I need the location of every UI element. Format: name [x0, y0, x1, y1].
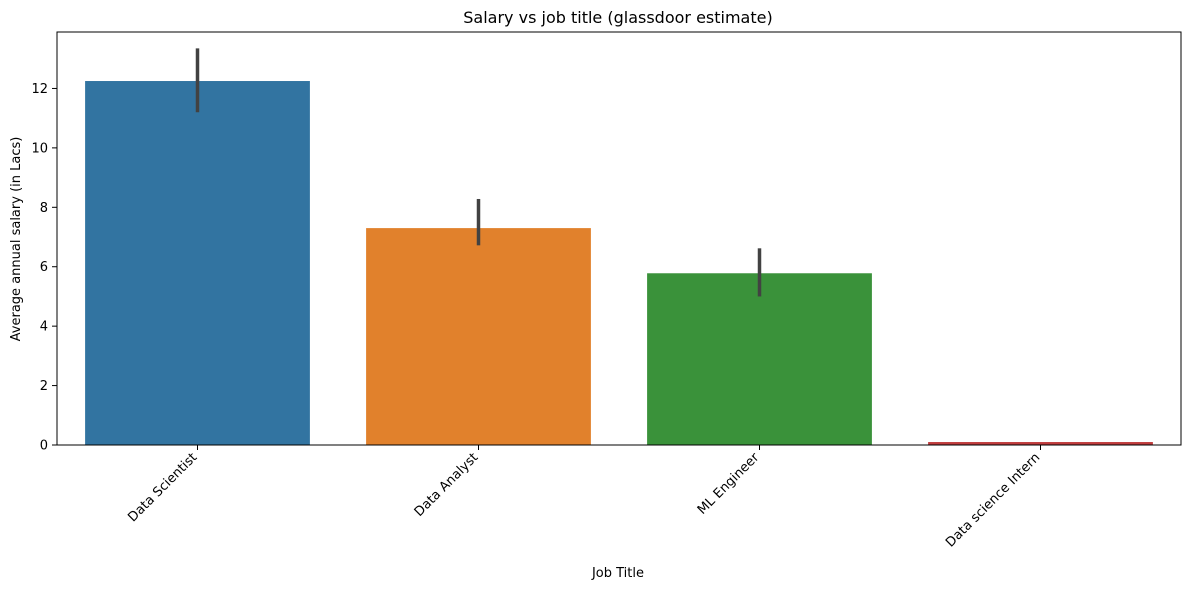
y-tick-label: 10: [31, 141, 48, 156]
axes-frame: [56, 31, 1182, 446]
x-axis-label: Job Title: [591, 566, 644, 581]
bar-ml-engineer: [647, 273, 872, 445]
y-tick-label: 8: [40, 201, 48, 216]
y-tick-label: 12: [31, 82, 48, 97]
y-axis-label: Average annual salary (in Lacs): [9, 137, 24, 342]
y-tick-label: 2: [40, 379, 48, 394]
bar-data-scientist: [85, 81, 310, 445]
y-tick-label: 6: [40, 260, 48, 275]
bar-data-science-intern: [928, 442, 1153, 445]
bar-data-analyst: [366, 228, 591, 445]
y-tick-label: 0: [40, 439, 48, 454]
chart-title: Salary vs job title (glassdoor estimate): [463, 8, 772, 27]
y-tick-label: 4: [40, 320, 48, 335]
